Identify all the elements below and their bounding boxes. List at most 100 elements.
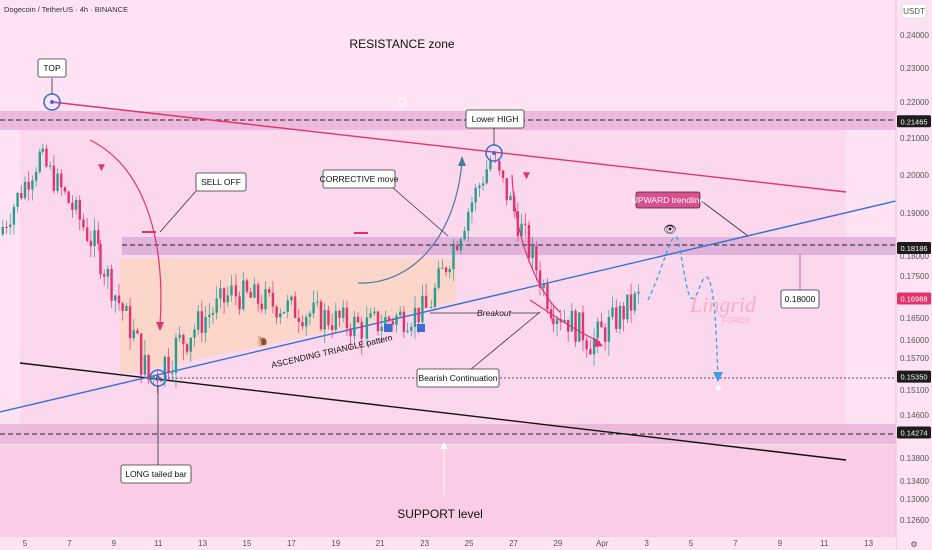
candle-body: [27, 181, 30, 190]
y-tick-label: 0.13400: [900, 477, 929, 486]
sell-off-connector: [159, 190, 197, 233]
price-tag-label: 0.15350: [900, 373, 927, 382]
candle-body: [41, 148, 44, 152]
x-tick-label: 25: [465, 539, 474, 548]
x-tick-label: 5: [689, 539, 694, 548]
candle-body: [555, 318, 559, 325]
x-tick-label: 9: [778, 539, 783, 548]
candle-body: [470, 202, 474, 212]
candle-body: [574, 310, 577, 342]
x-tick-label: 13: [198, 539, 207, 548]
down-marker-icon: ▼: [98, 163, 105, 173]
x-axis-ticks: 5 7 9 11 13 15 17 19 21 23 25 27 29 Apr 3 5 7 9 11 13: [23, 539, 874, 548]
x-tick-label: 7: [733, 539, 738, 548]
y-tick-label: 0.23000: [900, 64, 929, 73]
candle-body: [319, 301, 323, 330]
symbol-title[interactable]: Dogecoin / TetherUS · 4h · BINANCE: [4, 5, 128, 14]
price-axis[interactable]: [896, 0, 932, 550]
upward-trendline-connector: [699, 199, 749, 237]
sell-off-arrowhead: [156, 322, 164, 331]
candle-body: [67, 191, 70, 204]
candle-body: [152, 375, 155, 380]
candle-body: [581, 312, 585, 341]
x-tick-label: 7: [67, 539, 72, 548]
price-tag-label: 0.21465: [900, 117, 927, 126]
eye-icon: 👁: [663, 223, 677, 236]
currency-badge[interactable]: USDT: [901, 3, 927, 19]
candle-body: [353, 316, 356, 337]
candle-body: [290, 296, 293, 301]
resistance-trendline: [51, 101, 847, 193]
candle-body: [611, 307, 614, 318]
price-tag-bg: [897, 115, 931, 128]
svg-text:TOP: TOP: [43, 63, 61, 73]
candle-body: [330, 325, 334, 330]
candle-body: [45, 148, 48, 167]
y-tick-label: 0.18000: [900, 252, 929, 261]
y-tick-label: 0.17500: [900, 272, 929, 281]
corrective-move-callout: CORRECTIVE move: [320, 169, 399, 189]
candle-body: [444, 267, 448, 273]
up-marker-icon: [384, 324, 392, 332]
x-tick-label: 3: [644, 539, 649, 548]
candle-body: [481, 183, 485, 186]
candle-body: [234, 285, 238, 297]
resistance-zone-label: RESISTANCE zone: [349, 37, 454, 51]
candle-body: [85, 227, 89, 241]
y-tick-label: 0.21000: [900, 134, 929, 143]
candle-body: [97, 230, 100, 244]
candle-body: [143, 355, 147, 375]
price-tag-bg: [897, 242, 931, 255]
candle-body: [60, 173, 63, 188]
snail-icon: 🐌: [256, 336, 268, 348]
long-tail-pivot-dot: [156, 376, 160, 380]
candle-body: [159, 380, 163, 382]
candle-body: [417, 307, 420, 323]
x-tick-label: 11: [154, 539, 163, 548]
svg-text:SELL OFF: SELL OFF: [201, 177, 241, 187]
candle-body: [147, 355, 150, 380]
candle-body: [406, 330, 409, 332]
candle-body: [316, 301, 319, 303]
watermark-sub: FOREX: [722, 316, 750, 325]
price-tag-label: 0.16988: [900, 294, 927, 303]
candle-body: [260, 303, 264, 310]
candle-body: [204, 316, 207, 333]
candle-body: [485, 169, 488, 184]
candle-body: [74, 200, 78, 210]
chart-settings-button[interactable]: ⚙: [900, 538, 928, 549]
candle-body: [282, 311, 286, 314]
svg-text:LONG tailed bar: LONG tailed bar: [125, 469, 187, 479]
candle-body: [56, 173, 59, 191]
candle-body: [505, 178, 508, 201]
candle-body: [89, 240, 93, 247]
support-level-label: SUPPORT level: [397, 507, 483, 521]
corrective-move-arrowhead: [458, 156, 466, 166]
candle-body: [211, 312, 215, 315]
candle-body: [128, 306, 132, 339]
candle-body: [356, 316, 360, 323]
candle-body: [249, 291, 252, 298]
candle-body: [410, 326, 413, 331]
corrective-connector: [391, 186, 449, 237]
candle-body: [1, 226, 5, 235]
candle-body: [334, 310, 338, 330]
top-pivot-dot: [50, 100, 54, 104]
candle-body: [430, 307, 433, 309]
candle-body: [433, 287, 437, 308]
candle-body: [196, 311, 200, 330]
upward-trendline-callout: UPWARD trendline: [632, 191, 704, 209]
x-tick-label: 29: [553, 539, 562, 548]
time-axis[interactable]: [0, 537, 896, 550]
candle-body: [242, 280, 245, 310]
star-icon: ★: [714, 383, 723, 394]
long-tailed-bar-callout: LONG tailed bar: [120, 464, 192, 484]
candle-body: [82, 219, 85, 228]
candle-body: [391, 320, 394, 325]
candles: [1, 143, 640, 394]
candle-body: [178, 334, 181, 338]
x-tick-label: 13: [864, 539, 873, 548]
candle-body: [615, 307, 618, 329]
candle-body: [618, 305, 622, 329]
